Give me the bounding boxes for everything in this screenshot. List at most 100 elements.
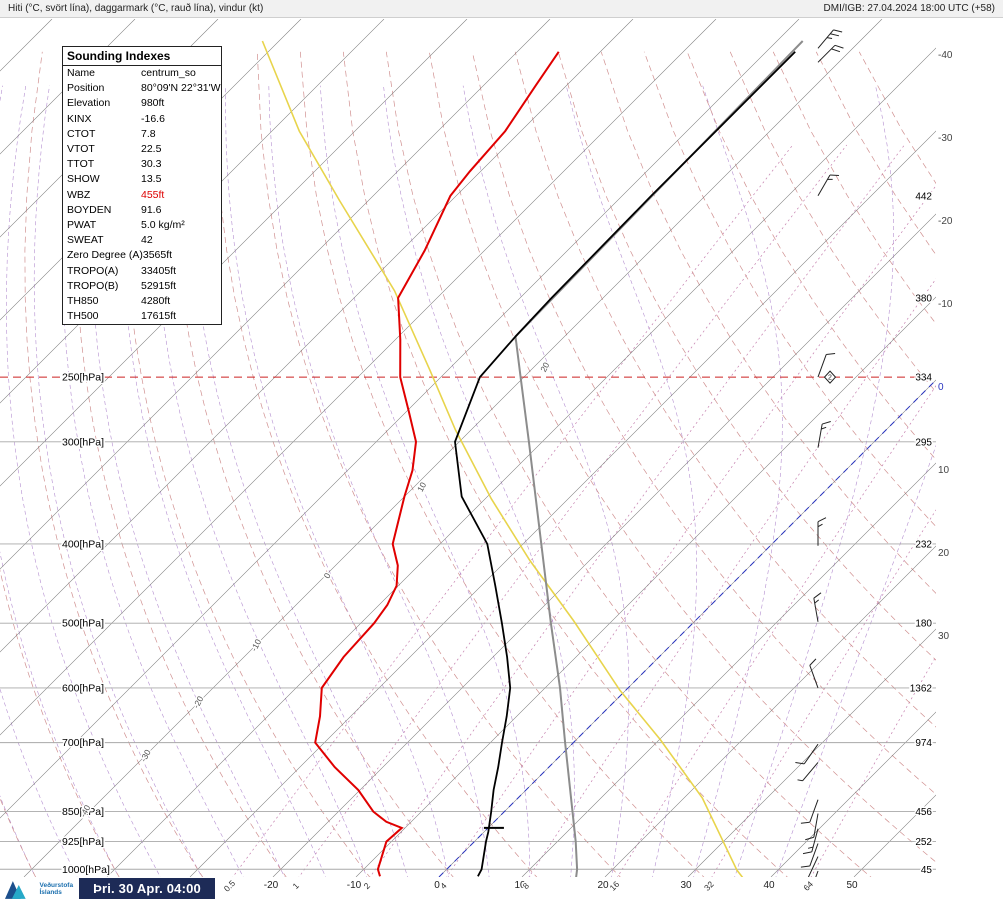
index-label: Elevation	[67, 97, 111, 110]
valid-time-label: Þri. 30 Apr. 04:00	[79, 878, 215, 899]
index-value: 42	[141, 234, 153, 247]
pressure-axis-label: 400[hPa]	[62, 538, 104, 550]
right-temp-label: 20	[938, 548, 950, 559]
mixing-ratio-label: 16	[607, 879, 621, 893]
index-row: Zero Degree (A) 3565ft	[63, 248, 221, 263]
index-row: VTOT 22.5	[63, 142, 221, 157]
index-row: TH500 17615ft	[63, 309, 221, 324]
logo-line2: Íslands	[39, 888, 62, 896]
right-height-label: 252	[915, 837, 932, 848]
wind-barb	[800, 843, 819, 868]
index-label: SWEAT	[67, 234, 104, 247]
index-value: 4280ft	[141, 295, 171, 308]
index-row: TROPO(B) 52915ft	[63, 279, 221, 294]
index-row: SHOW 13.5	[63, 172, 221, 187]
sounding-indexes-title: Sounding Indexes	[63, 47, 221, 66]
vedurstofa-logo-icon	[4, 880, 26, 899]
pressure-axis-label: 700[hPa]	[62, 737, 104, 749]
wind-barb	[817, 517, 827, 546]
index-value: 30.3	[141, 158, 162, 171]
pressure-axis-label: 500[hPa]	[62, 618, 104, 630]
right-height-label: 1362	[910, 683, 933, 694]
index-row: Position 80°09'N 22°31'W	[63, 81, 221, 96]
header-right-label: DMI/IGB: 27.04.2024 18:00 UTC (+58)	[823, 3, 995, 14]
bottom-temp-label: -20	[264, 880, 279, 891]
pressure-axis-label: 600[hPa]	[62, 682, 104, 694]
mixing-ratio-label: 0.5	[222, 878, 238, 894]
right-height-label: 45	[921, 865, 933, 876]
index-row: PWAT 5.0 kg/m²	[63, 218, 221, 233]
right-height-label: 456	[915, 807, 932, 818]
right-temp-label: -30	[938, 133, 953, 144]
wind-barb	[809, 870, 819, 877]
index-label: TROPO(B)	[67, 279, 119, 292]
wind-barb	[809, 658, 819, 689]
right-height-label: 974	[915, 738, 932, 749]
index-row: TTOT 30.3	[63, 157, 221, 172]
tropopause-diamond-icon	[823, 370, 837, 384]
index-label: SHOW	[67, 173, 100, 186]
mixing-ratio-label: 64	[801, 879, 815, 893]
index-label: TH500	[67, 310, 99, 323]
index-value: 33405ft	[141, 264, 177, 277]
index-value: 7.8	[141, 127, 156, 140]
wind-barb	[795, 743, 819, 765]
mixing-ratio-label: 2	[362, 880, 373, 891]
mixing-ratio-lines	[232, 144, 936, 877]
index-value: 22.5	[141, 143, 162, 156]
index-label: KINX	[67, 112, 92, 125]
index-value: 13.5	[141, 173, 162, 186]
right-height-label: 232	[915, 539, 932, 550]
index-label: PWAT	[67, 219, 97, 232]
wind-barb	[802, 828, 819, 855]
pressure-gridlines	[0, 376, 936, 870]
index-value: 455ft	[141, 188, 165, 201]
profile-curves	[261, 40, 804, 877]
wind-barb	[807, 856, 819, 877]
index-label: Zero Degree (A)	[67, 249, 143, 262]
index-row: Name centrum_so	[63, 66, 221, 81]
pressure-axis-label: 300[hPa]	[62, 436, 104, 448]
right-temp-label: 0	[938, 382, 944, 393]
index-row: TROPO(A) 33405ft	[63, 264, 221, 279]
sounding-indexes-panel: Sounding Indexes Name centrum_so Position 8…	[62, 46, 222, 326]
index-label: Position	[67, 82, 105, 95]
index-value: centrum_so	[141, 67, 196, 79]
index-row: SWEAT 42	[63, 233, 221, 248]
index-value: 52915ft	[141, 279, 177, 292]
pressure-axis-label: 1000[hPa]	[62, 864, 110, 876]
index-label: TTOT	[67, 158, 95, 171]
index-value: 5.0 kg/m²	[141, 219, 185, 232]
wind-barb	[817, 421, 831, 448]
wind-barb	[817, 353, 836, 378]
bottom-temp-label: 30	[680, 880, 692, 891]
index-label: Name	[67, 67, 96, 79]
index-value: 3565ft	[142, 249, 173, 262]
bottom-temp-label: 10	[514, 880, 526, 891]
wind-barb	[800, 799, 819, 824]
index-label: TH850	[67, 295, 99, 308]
index-label: BOYDEN	[67, 203, 112, 216]
right-height-label: 380	[915, 293, 932, 304]
index-value: 91.6	[141, 203, 162, 216]
logo-line1: Veðurstofa	[39, 881, 74, 889]
adiabat-label: 20	[538, 360, 551, 373]
freezing-isotherm	[438, 379, 936, 877]
standard-atmosphere-curve	[514, 40, 804, 877]
wind-barb	[797, 762, 819, 782]
wind-barb	[817, 44, 844, 63]
adiabat-label: -20	[191, 694, 206, 710]
sounding-indexes-table: Name centrum_so Position 80°09'N 22°31'W Ele…	[63, 66, 221, 324]
index-row: CTOT 7.8	[63, 127, 221, 142]
bottom-temp-label: 40	[763, 880, 775, 891]
index-row: TH850 4280ft	[63, 294, 221, 309]
bottom-temp-label: -10	[347, 880, 362, 891]
right-height-label: 180	[915, 619, 932, 630]
index-row: WBZ 455ft	[63, 188, 221, 203]
index-value: 980ft	[141, 97, 165, 110]
right-temp-label: -20	[938, 216, 953, 227]
pressure-axis-label: 850[hPa]	[62, 806, 104, 818]
bottom-temp-label: 0	[434, 880, 440, 891]
